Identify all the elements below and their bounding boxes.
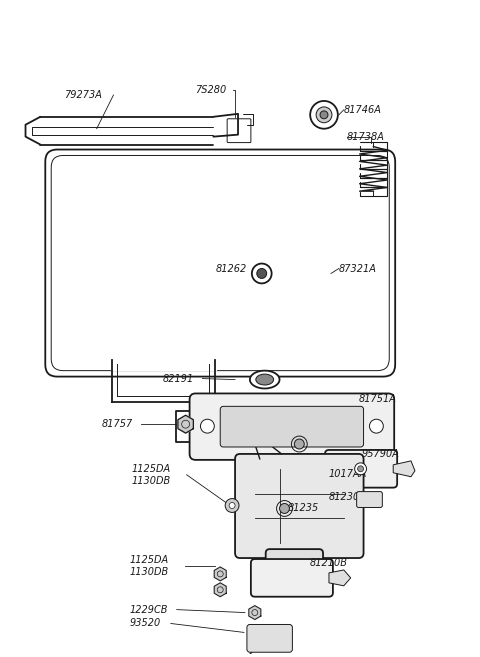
Text: 81738A: 81738A xyxy=(347,131,384,142)
Circle shape xyxy=(225,499,239,512)
Text: 81230: 81230 xyxy=(329,491,360,501)
Text: 1125DA: 1125DA xyxy=(129,555,168,565)
Text: 79273A: 79273A xyxy=(64,90,102,100)
Text: 95790A: 95790A xyxy=(361,449,399,459)
Text: 81235: 81235 xyxy=(307,438,338,448)
Text: 81210B: 81210B xyxy=(309,558,347,568)
Polygon shape xyxy=(329,570,351,586)
Circle shape xyxy=(294,439,304,449)
Text: 87321A: 87321A xyxy=(339,263,377,273)
FancyBboxPatch shape xyxy=(266,549,323,587)
Circle shape xyxy=(355,463,367,475)
Polygon shape xyxy=(214,583,226,597)
Circle shape xyxy=(201,419,214,433)
FancyBboxPatch shape xyxy=(190,394,394,460)
FancyBboxPatch shape xyxy=(247,624,292,652)
Ellipse shape xyxy=(250,371,279,388)
Polygon shape xyxy=(117,361,210,368)
FancyBboxPatch shape xyxy=(357,491,383,507)
FancyBboxPatch shape xyxy=(325,450,397,487)
FancyBboxPatch shape xyxy=(235,454,363,558)
Text: 81751A: 81751A xyxy=(359,394,396,405)
Text: 7S280: 7S280 xyxy=(195,85,227,95)
Circle shape xyxy=(229,503,235,509)
Text: 81262: 81262 xyxy=(216,263,247,273)
Circle shape xyxy=(252,263,272,283)
Polygon shape xyxy=(214,567,226,581)
FancyBboxPatch shape xyxy=(251,559,333,597)
Polygon shape xyxy=(393,461,415,477)
Circle shape xyxy=(370,419,384,433)
Text: 1017AA: 1017AA xyxy=(329,468,367,479)
Circle shape xyxy=(279,503,289,513)
Polygon shape xyxy=(249,606,261,620)
Text: 82191: 82191 xyxy=(163,374,194,384)
Circle shape xyxy=(358,466,363,472)
Text: 93520: 93520 xyxy=(129,618,160,629)
Text: 1229CB: 1229CB xyxy=(129,604,168,614)
Ellipse shape xyxy=(256,374,274,385)
Polygon shape xyxy=(110,357,216,370)
Text: 81235: 81235 xyxy=(288,503,319,514)
Circle shape xyxy=(310,101,338,129)
FancyBboxPatch shape xyxy=(220,406,363,447)
Text: 1130DB: 1130DB xyxy=(129,567,168,577)
Circle shape xyxy=(320,111,328,119)
Text: 81757: 81757 xyxy=(102,419,133,429)
Text: 1125DA: 1125DA xyxy=(131,464,170,474)
Text: 81746A: 81746A xyxy=(344,105,382,115)
Polygon shape xyxy=(178,415,193,433)
Circle shape xyxy=(257,269,267,279)
Circle shape xyxy=(316,107,332,123)
Text: 1130DB: 1130DB xyxy=(131,476,170,486)
